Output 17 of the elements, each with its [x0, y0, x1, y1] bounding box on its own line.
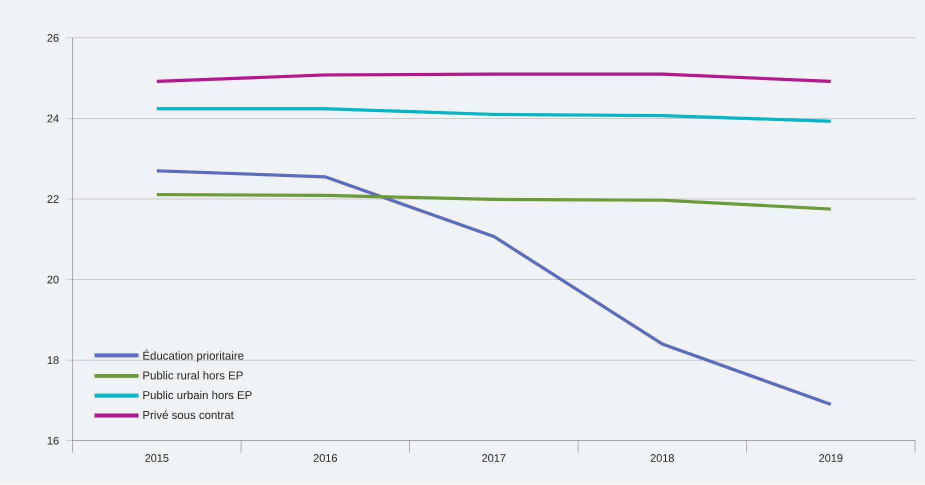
x-tick-label: 2018	[650, 454, 674, 462]
legend-label: Éducation prioritaire	[143, 350, 244, 362]
y-tick-label: 24	[47, 114, 59, 122]
x-tick-label: 2016	[314, 454, 337, 462]
y-tick-label: 22	[47, 195, 59, 204]
legend-label: Public rural hors EP	[143, 371, 243, 380]
legend-label: Privé sous contrat	[143, 410, 234, 420]
y-tick-label: 18	[48, 356, 59, 364]
line-series	[155, 193, 832, 211]
x-tick-label: 2019	[819, 454, 842, 462]
x-tick-label: 2017	[482, 454, 506, 462]
legend-label: Public urbain hors EP	[143, 391, 252, 400]
y-tick-label: 16	[48, 437, 59, 445]
y-tick-label: 26	[47, 34, 59, 42]
x-tick-label: 2015	[145, 454, 168, 462]
y-tick-label: 20	[47, 276, 59, 284]
line-series	[155, 107, 832, 124]
